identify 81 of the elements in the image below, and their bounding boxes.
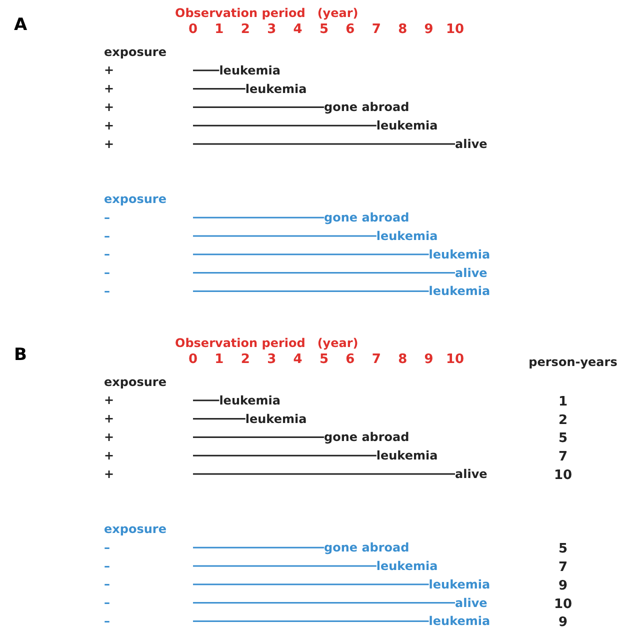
y-tick-label: – [104, 558, 110, 573]
text: 7 [558, 560, 568, 575]
x-tick-label: 8 [398, 352, 408, 367]
x-tick-label: 4 [293, 352, 302, 367]
x-tick-label: 6 [346, 22, 355, 37]
x-tick-label: 1 [214, 352, 224, 367]
x-tick-label: 3 [267, 22, 276, 37]
text: 9 [558, 615, 568, 630]
x-tick-label: 0 [188, 22, 198, 37]
text: 7 [558, 450, 568, 465]
x-tick-label: 4 [293, 22, 302, 37]
y-tick-label: + [104, 100, 114, 114]
y-tick-label: exposure [104, 44, 166, 59]
data-label: alive [455, 596, 488, 610]
x-tick-label: 2 [240, 352, 250, 367]
y-tick-label: – [104, 210, 110, 224]
text: 10 [554, 596, 572, 612]
data-label: leukemia [376, 448, 438, 463]
data-label: leukemia [428, 284, 490, 298]
x-tick-label: 7 [372, 22, 381, 37]
text: 2 [558, 412, 568, 428]
x-tick-label: 0 [188, 352, 198, 367]
data-label: leukemia [245, 82, 307, 96]
x-tick-label: 2 [240, 22, 250, 37]
data-label: gone abroad [324, 540, 410, 555]
x-tick-label: 5 [319, 352, 329, 367]
text: 5 [558, 431, 568, 446]
x-tick-label: 5 [319, 22, 329, 37]
x-tick-label: 10 [446, 22, 464, 37]
text: 5 [558, 542, 568, 557]
x-tick-label: 9 [424, 22, 434, 37]
data-label: leukemia [219, 63, 281, 78]
y-tick-label: – [104, 266, 110, 280]
data-label: alive [455, 467, 488, 481]
y-tick-label: exposure [104, 192, 166, 206]
x-axis-title: Observation period (year) [175, 336, 358, 350]
y-tick-label: – [104, 284, 110, 298]
x-tick-label: 1 [214, 22, 224, 37]
y-tick-label: – [104, 614, 110, 628]
y-tick-label: – [104, 596, 110, 610]
data-label: leukemia [428, 577, 490, 592]
y-tick-label: + [104, 430, 114, 444]
data-label: leukemia [219, 393, 281, 408]
x-tick-label: 9 [424, 352, 434, 367]
x-tick-label: 8 [398, 22, 408, 37]
text: 9 [558, 578, 568, 594]
y-tick-label: + [104, 118, 114, 132]
y-tick-label: – [104, 228, 110, 243]
text: 10 [554, 468, 572, 483]
y-tick-label: + [104, 393, 114, 408]
y-tick-label: – [104, 247, 110, 262]
x-tick-label: 3 [267, 352, 276, 367]
y-tick-label: + [104, 82, 114, 96]
data-label: leukemia [245, 412, 307, 426]
text: A [14, 15, 28, 35]
x-axis-title: Observation period (year) [175, 6, 358, 20]
text: 1 [558, 394, 568, 410]
y-tick-label: – [104, 540, 110, 554]
data-label: leukemia [376, 559, 438, 573]
data-label: gone abroad [324, 430, 410, 444]
data-label: gone abroad [324, 210, 410, 225]
data-label: leukemia [428, 614, 490, 628]
y-tick-label: exposure [104, 522, 166, 536]
y-tick-label: + [104, 448, 114, 462]
x-tick-label: 7 [372, 352, 381, 367]
text: person-years [528, 355, 618, 369]
x-tick-label: 6 [346, 352, 355, 367]
data-label: alive [455, 137, 488, 151]
data-label: gone abroad [324, 100, 410, 114]
y-tick-label: + [104, 63, 114, 78]
y-tick-label: exposure [104, 374, 166, 389]
x-tick-label: 10 [446, 352, 464, 367]
data-label: leukemia [376, 118, 438, 133]
text: B [14, 345, 27, 365]
y-tick-label: + [104, 466, 114, 481]
data-label: leukemia [428, 247, 490, 262]
data-label: alive [455, 266, 488, 280]
data-label: leukemia [376, 229, 438, 243]
y-tick-label: – [104, 577, 110, 592]
y-tick-label: + [104, 412, 114, 426]
y-tick-label: + [104, 136, 114, 151]
